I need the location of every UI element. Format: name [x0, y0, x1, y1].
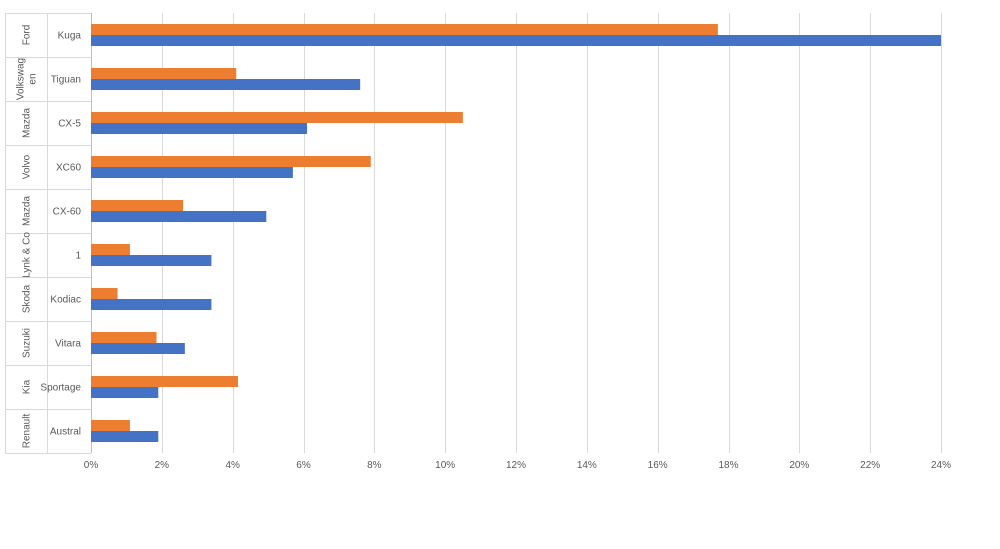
brand-label: Volkswagen — [16, 58, 39, 100]
x-axis-ticks: 0% 2% 4% 6% 8% 10% 12% 14% 16% 18% 20% 22% 24% — [84, 460, 951, 471]
brand-label: Mazda — [22, 196, 33, 226]
x-tick-label: 0% — [84, 460, 99, 471]
x-tick-label: 10% — [435, 460, 455, 471]
bar-series-1 — [91, 79, 361, 90]
brand-label-line: Mazda — [22, 196, 33, 226]
bar-series-2 — [91, 420, 130, 431]
bar-series-2 — [91, 200, 184, 211]
brand-label: Lynk & Co — [22, 232, 33, 278]
brand-label-line: Renault — [22, 414, 33, 449]
brand-label-line: Suzuki — [22, 328, 33, 358]
x-tick-label: 6% — [296, 460, 311, 471]
x-tick-label: 2% — [155, 460, 170, 471]
x-tick-label: 20% — [789, 460, 809, 471]
bar-series-2 — [91, 24, 718, 35]
bar-series-1 — [91, 167, 293, 178]
x-tick-label: 8% — [367, 460, 382, 471]
model-label: Tiguan — [51, 75, 81, 86]
bar-series-1 — [91, 35, 941, 46]
x-tick-label: 18% — [718, 460, 738, 471]
bar-series-2 — [91, 244, 130, 255]
bar-series-1 — [91, 299, 212, 310]
brand-label-line: Volkswag — [16, 58, 27, 100]
x-tick-label: 4% — [225, 460, 240, 471]
brand-label: Renault — [22, 414, 33, 449]
model-label: Vitara — [55, 339, 81, 350]
brand-label: Ford — [22, 25, 33, 46]
bar-series-2 — [91, 68, 237, 79]
x-tick-label: 22% — [860, 460, 880, 471]
model-label: 1 — [75, 251, 81, 262]
brand-label-line: Kia — [22, 379, 33, 394]
x-tick-label: 12% — [506, 460, 526, 471]
brand-label: Skoda — [22, 284, 33, 313]
bar-series-1 — [91, 255, 212, 266]
category-axis: Kuga Ford Tiguan Volkswagen CX-5 Mazda XC60 Vol… — [5, 13, 92, 454]
bar-series-2 — [91, 156, 371, 167]
brand-label: Mazda — [22, 108, 33, 138]
model-label: Kuga — [58, 31, 82, 42]
bar-series-2 — [91, 288, 118, 299]
bar-series-1 — [91, 431, 159, 442]
model-label: CX-5 — [58, 119, 81, 130]
bar-series-2 — [91, 332, 157, 343]
model-label: CX-60 — [53, 207, 82, 218]
bar-series-2 — [91, 112, 463, 123]
brand-label-line: Skoda — [22, 284, 33, 313]
brand-label: Kia — [22, 379, 33, 394]
model-label: XC60 — [56, 163, 81, 174]
brand-label-line: Ford — [22, 25, 33, 46]
bar-series-1 — [91, 343, 185, 354]
x-tick-label: 16% — [648, 460, 668, 471]
brand-label: Volvo — [22, 154, 33, 179]
brand-label-line: Mazda — [22, 108, 33, 138]
x-tick-label: 14% — [577, 460, 597, 471]
brand-label-line: Lynk & Co — [22, 232, 33, 278]
model-label: Sportage — [40, 383, 81, 394]
bars — [91, 24, 941, 442]
model-label: Austral — [50, 427, 81, 438]
bar-series-1 — [91, 123, 308, 134]
bar-series-1 — [91, 211, 267, 222]
brand-label-line: en — [28, 73, 39, 84]
model-label: Kodiac — [50, 295, 81, 306]
x-tick-label: 24% — [931, 460, 951, 471]
bar-series-2 — [91, 376, 238, 387]
brand-label: Suzuki — [22, 328, 33, 358]
brand-label-line: Volvo — [22, 154, 33, 179]
bar-series-1 — [91, 387, 159, 398]
